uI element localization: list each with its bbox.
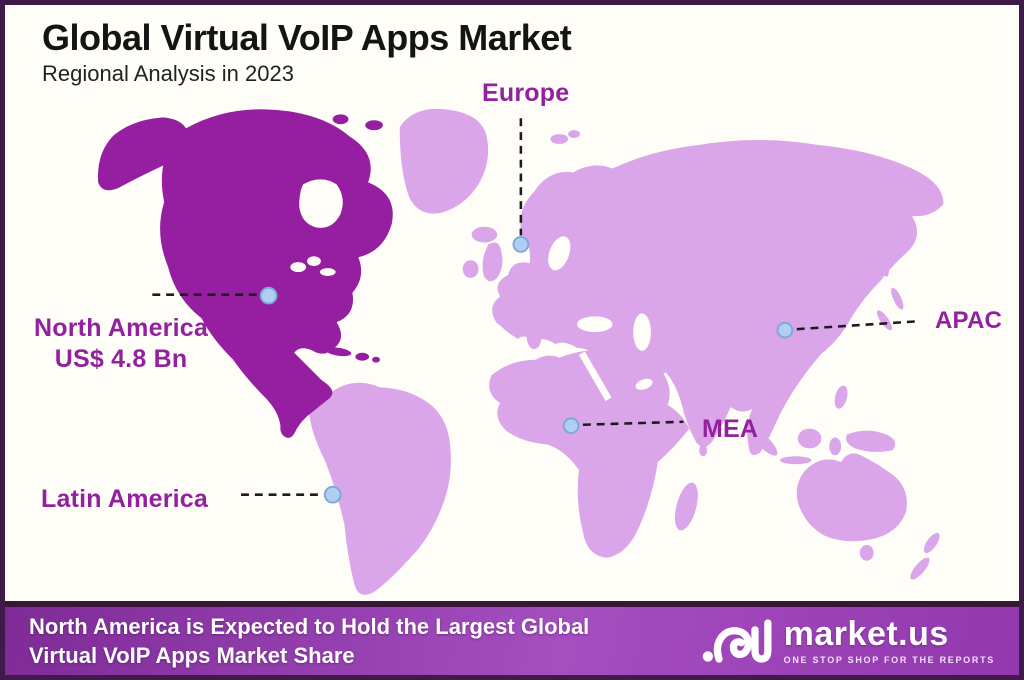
great-lake-2 xyxy=(307,256,321,267)
label-latin-america: Latin America xyxy=(41,485,209,513)
great-lake-1 xyxy=(290,262,307,273)
region-cuba xyxy=(325,347,352,357)
footer-headline-line2: Virtual VoIP Apps Market Share xyxy=(29,643,355,668)
arctic-island-5 xyxy=(332,114,349,125)
footer-banner: North America is Expected to Hold the La… xyxy=(5,601,1019,675)
caspian-sea xyxy=(633,313,651,351)
region-sakhalin xyxy=(879,249,890,277)
region-greenland xyxy=(399,108,489,214)
region-borneo xyxy=(797,428,822,449)
brand-text: market.us ONE STOP SHOP FOR THE REPORTS xyxy=(784,617,995,665)
region-tasmania xyxy=(859,544,874,561)
brand-tagline: ONE STOP SHOP FOR THE REPORTS xyxy=(783,655,995,665)
arctic-island-3 xyxy=(294,147,312,158)
label-apac: APAC xyxy=(935,307,1003,334)
brand-logo: market.us ONE STOP SHOP FOR THE REPORTS xyxy=(701,614,995,668)
region-south-america xyxy=(309,382,451,595)
black-sea xyxy=(577,316,613,333)
arctic-island-2 xyxy=(335,138,358,151)
region-iceland xyxy=(471,226,498,243)
persian-gulf xyxy=(635,378,653,390)
marker-latin-america xyxy=(323,485,342,504)
page-title: Global Virtual VoIP Apps Market xyxy=(42,17,572,58)
region-sri-lanka xyxy=(699,444,708,457)
region-sulawesi xyxy=(829,437,842,456)
footer-headline-line1: North America is Expected to Hold the La… xyxy=(29,613,590,639)
region-alaska xyxy=(97,117,189,191)
region-hispaniola xyxy=(355,352,370,361)
arctic-island-4 xyxy=(365,120,383,131)
red-sea xyxy=(578,351,612,401)
region-new-zealand-south xyxy=(910,557,930,580)
label-north-america: North America US$ 4.8 Bn xyxy=(5,313,237,374)
region-australia xyxy=(796,453,907,542)
region-svalbard xyxy=(550,134,569,144)
baltic-sea xyxy=(548,236,571,271)
sea-cutouts-group xyxy=(548,236,653,401)
page-subtitle: Regional Analysis in 2023 xyxy=(42,61,294,87)
region-puerto-rico xyxy=(372,356,380,363)
lake-cutouts-group xyxy=(290,179,343,276)
light-regions-group xyxy=(309,108,944,595)
region-sumatra xyxy=(751,429,778,456)
marker-mea xyxy=(562,417,580,435)
region-italy xyxy=(526,315,542,350)
label-north-america-value: US$ 4.8 Bn xyxy=(54,344,188,373)
region-uk xyxy=(482,242,503,282)
footer-headline: North America is Expected to Hold the La… xyxy=(29,612,589,670)
region-japan-south xyxy=(876,310,892,331)
region-svalbard-2 xyxy=(568,130,580,139)
market-us-logo-icon xyxy=(702,619,772,663)
label-north-america-name: North America xyxy=(34,314,208,342)
hudson-bay xyxy=(299,179,343,228)
region-philippines xyxy=(834,385,848,409)
brand-name: market.us xyxy=(783,615,949,653)
header: Global Virtual VoIP Apps Market Regional… xyxy=(42,17,572,87)
markers-group xyxy=(259,236,794,504)
connector-mea xyxy=(582,420,684,427)
label-europe: Europe xyxy=(482,79,570,107)
world-map xyxy=(97,108,944,595)
connector-apac xyxy=(796,320,919,331)
region-madagascar xyxy=(674,482,698,531)
region-new-guinea xyxy=(846,430,896,452)
region-ireland xyxy=(462,260,479,278)
marker-apac xyxy=(776,321,794,339)
region-africa xyxy=(489,349,690,558)
connector-lines-group xyxy=(152,118,919,496)
region-new-zealand-north xyxy=(923,532,940,554)
marker-north-america xyxy=(259,286,278,305)
region-japan-north xyxy=(891,287,904,310)
arctic-island-1 xyxy=(299,122,331,140)
region-java xyxy=(780,456,812,465)
great-lake-3 xyxy=(319,268,336,276)
label-mea: MEA xyxy=(702,415,759,443)
marker-europe xyxy=(512,236,530,253)
